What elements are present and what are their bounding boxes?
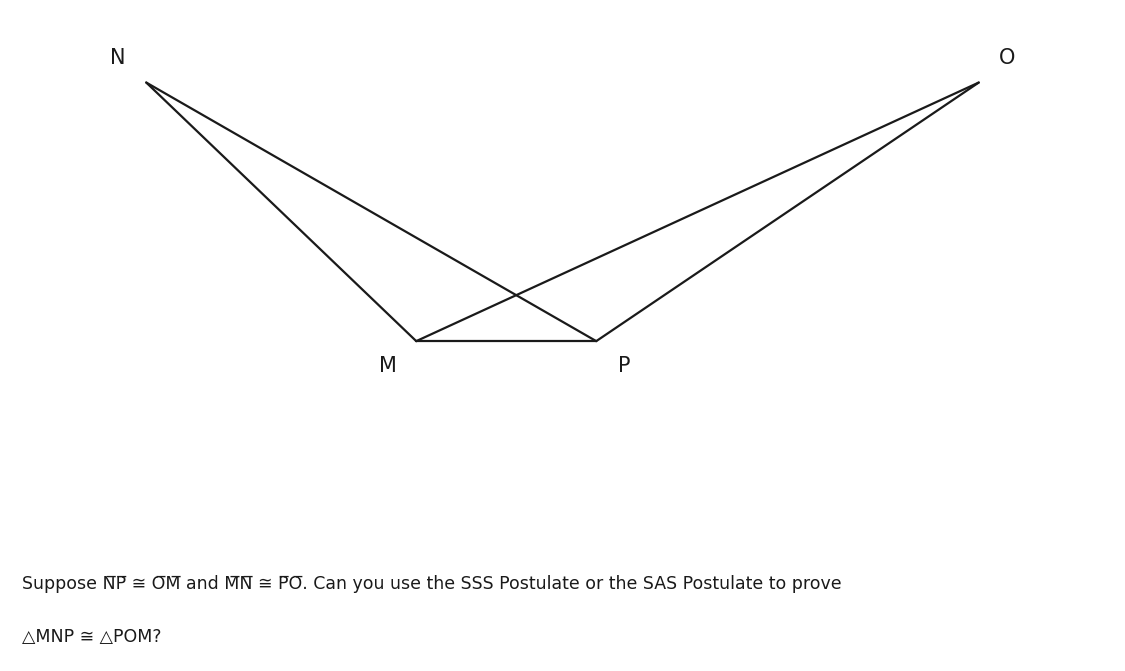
Text: P: P [618,356,631,376]
Text: N: N [110,48,126,68]
Text: Suppose N̅P̅ ≅ O̅M̅ and M̅N̅ ≅ P̅O̅. Can you use the SSS Postulate or the SAS Po: Suppose N̅P̅ ≅ O̅M̅ and M̅N̅ ≅ P̅O̅. Can… [22,575,843,593]
Text: △MNP ≅ △POM?: △MNP ≅ △POM? [22,628,162,646]
Text: M: M [379,356,397,376]
Text: O: O [999,48,1015,68]
